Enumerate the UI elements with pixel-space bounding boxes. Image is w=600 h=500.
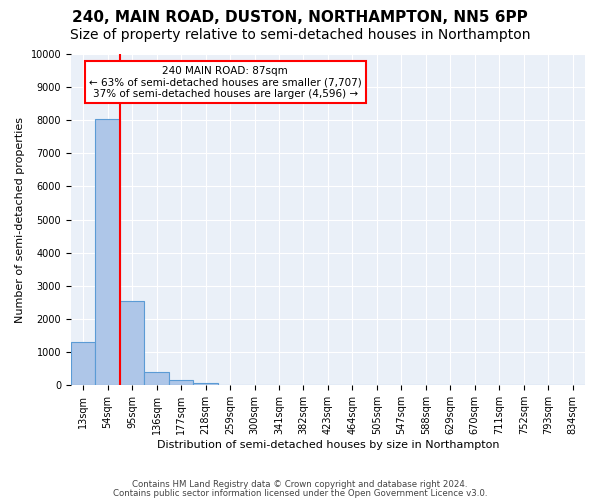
Text: 240 MAIN ROAD: 87sqm
← 63% of semi-detached houses are smaller (7,707)
37% of se: 240 MAIN ROAD: 87sqm ← 63% of semi-detac…: [89, 66, 362, 99]
Bar: [120, 301, 145, 385]
Text: Size of property relative to semi-detached houses in Northampton: Size of property relative to semi-detach…: [70, 28, 530, 42]
Text: Contains public sector information licensed under the Open Government Licence v3: Contains public sector information licen…: [113, 488, 487, 498]
X-axis label: Distribution of semi-detached houses by size in Northampton: Distribution of semi-detached houses by …: [157, 440, 499, 450]
Bar: [169, 380, 193, 385]
Text: Contains HM Land Registry data © Crown copyright and database right 2024.: Contains HM Land Registry data © Crown c…: [132, 480, 468, 489]
Bar: [71, 342, 95, 385]
Bar: [193, 382, 218, 385]
Bar: [95, 118, 120, 385]
Text: 240, MAIN ROAD, DUSTON, NORTHAMPTON, NN5 6PP: 240, MAIN ROAD, DUSTON, NORTHAMPTON, NN5…: [72, 10, 528, 25]
Bar: [145, 372, 169, 385]
Y-axis label: Number of semi-detached properties: Number of semi-detached properties: [15, 116, 25, 322]
